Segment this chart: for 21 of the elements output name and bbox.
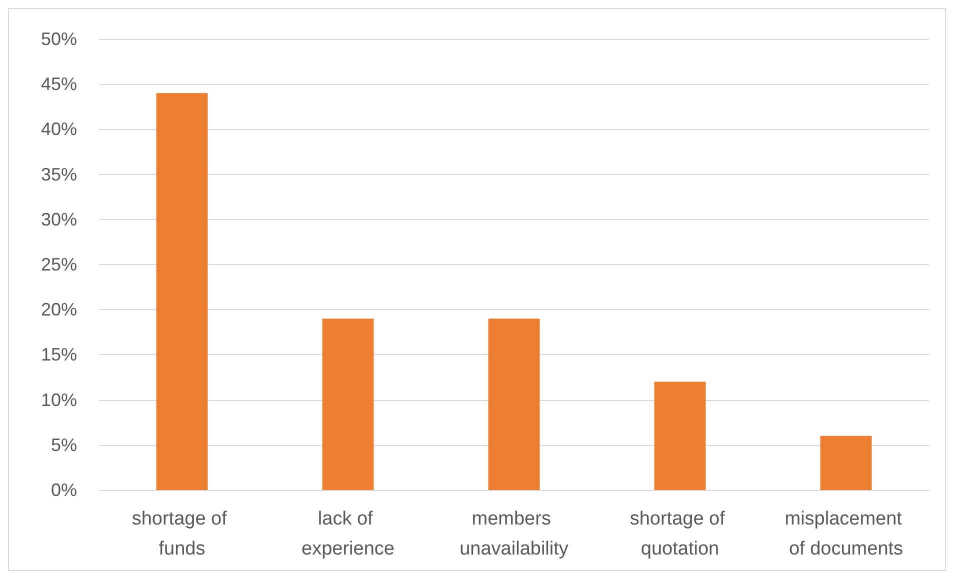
- y-tick-label: 20%: [40, 300, 77, 320]
- y-tick-label: 0%: [50, 480, 77, 500]
- bar: [322, 318, 374, 490]
- x-tick-label: misplacement of documents: [784, 508, 908, 560]
- bar: [156, 93, 208, 490]
- y-tick-label: 50%: [40, 29, 77, 49]
- y-tick-label: 40%: [40, 119, 77, 140]
- y-tick-label: 5%: [50, 434, 77, 455]
- y-tick-label: 15%: [40, 344, 77, 365]
- x-tick-label: lack of experience: [302, 508, 394, 560]
- y-tick-label: 35%: [40, 164, 77, 184]
- bar: [488, 318, 540, 490]
- bar: [654, 382, 706, 490]
- x-tick-label: shortage of quotation: [630, 508, 730, 560]
- y-tick-label: 10%: [40, 390, 77, 410]
- y-tick-label: 30%: [40, 209, 77, 230]
- x-tick-label: shortage of funds: [132, 508, 232, 560]
- y-tick-label: 45%: [40, 74, 77, 94]
- y-tick-label: 25%: [40, 254, 77, 274]
- x-tick-label: members unavailability: [460, 508, 569, 560]
- bar: [820, 436, 872, 490]
